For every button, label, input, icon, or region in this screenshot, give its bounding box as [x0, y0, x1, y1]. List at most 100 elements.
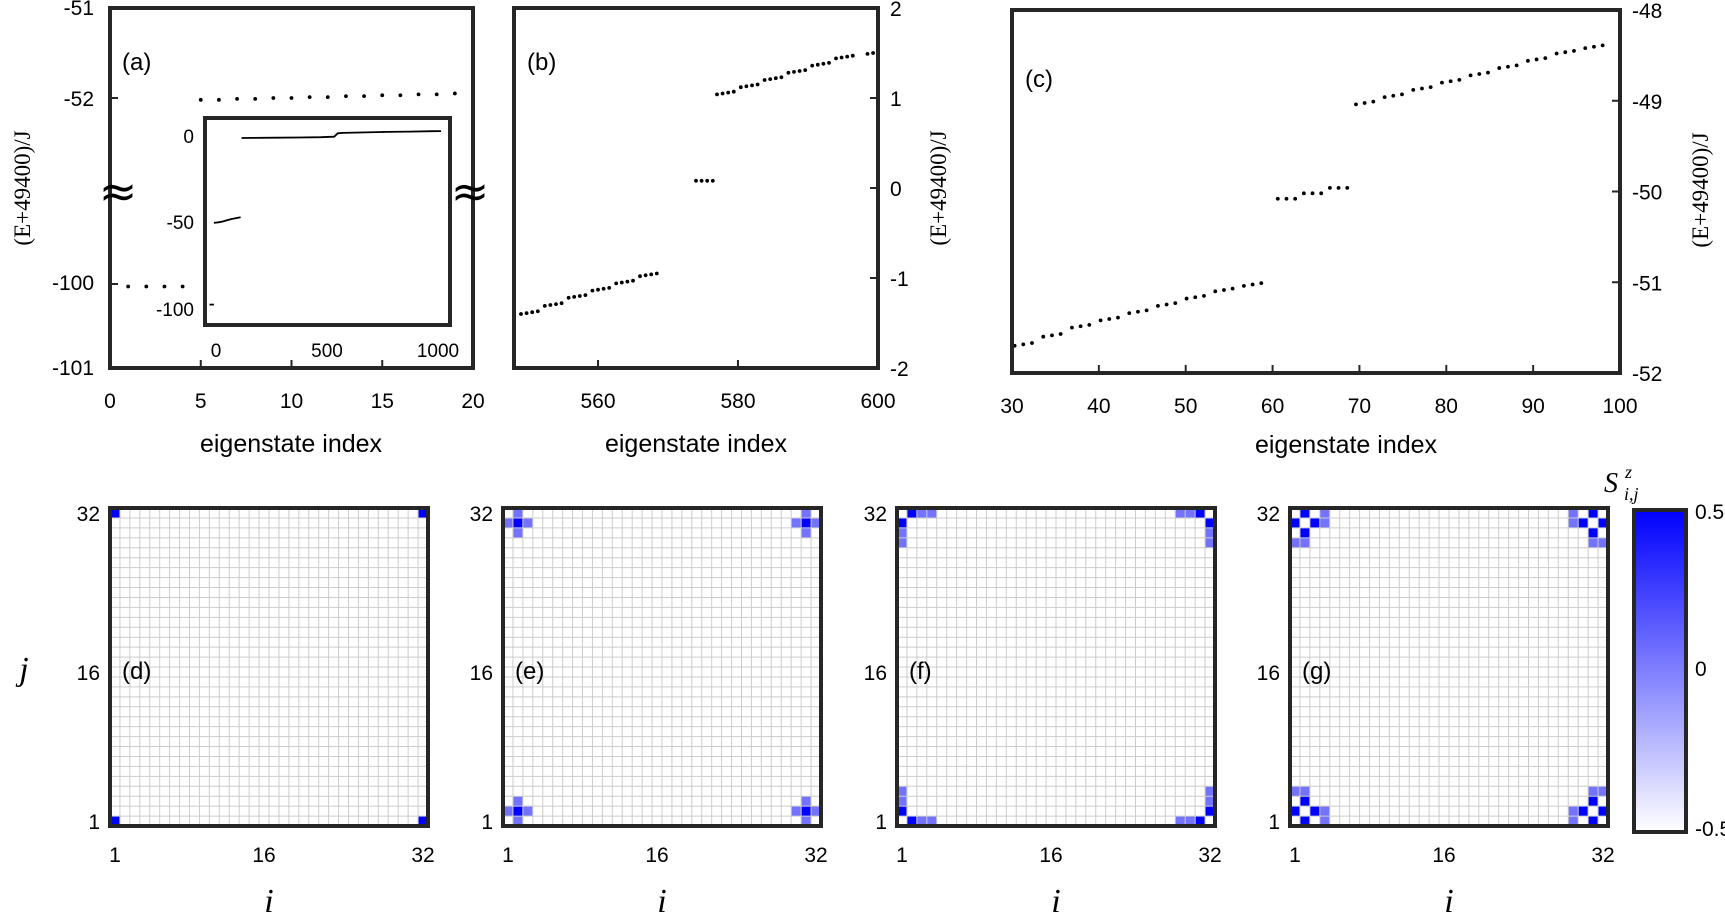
data-point — [1259, 281, 1264, 286]
panel-b-xlabel: eigenstate index — [605, 430, 788, 458]
heatmap-cell — [897, 786, 907, 797]
heatmap-ytick-label: 32 — [864, 503, 887, 526]
heatmap-xtick-label: 1 — [896, 844, 908, 867]
heatmap-grid — [503, 508, 821, 826]
data-point — [1202, 293, 1206, 298]
data-point — [834, 56, 838, 61]
heatmap-cell — [522, 806, 533, 817]
b-ytick-label: -2 — [890, 358, 909, 381]
data-point — [398, 93, 403, 98]
data-point — [1345, 185, 1350, 190]
heatmap-cell — [1578, 517, 1589, 528]
data-point — [1319, 191, 1324, 196]
data-point — [380, 93, 385, 98]
data-point — [1327, 185, 1332, 190]
heatmap-cell — [1175, 508, 1186, 518]
data-point — [1554, 51, 1559, 56]
data-point — [344, 94, 348, 99]
c-ytick-label: -49 — [1632, 91, 1662, 114]
data-point — [1136, 309, 1140, 314]
heatmap-ytick-label: 16 — [77, 662, 100, 685]
heatmap-frame — [108, 506, 430, 828]
data-point — [803, 68, 808, 72]
heatmap-cell — [1299, 816, 1310, 826]
panel-b-ylabel: (E+49400)/J — [926, 130, 951, 245]
heatmap-cell — [906, 508, 917, 518]
heatmap-cell — [503, 806, 513, 817]
b-ytick-label: 0 — [890, 178, 902, 201]
heatmap-ytick-label: 16 — [864, 662, 887, 685]
heatmap-xtick-label: 32 — [1591, 844, 1614, 867]
data-point — [1058, 332, 1063, 336]
a-ytick-lower-0: -100 — [52, 272, 94, 295]
heatmap-ylabel: j — [15, 651, 28, 688]
data-point — [1477, 72, 1482, 76]
data-point — [583, 293, 588, 297]
data-point — [554, 302, 558, 306]
data-point — [180, 284, 185, 289]
data-point — [1184, 296, 1189, 301]
heatmap-panel-label: (e) — [515, 658, 544, 685]
heatmap-cell — [897, 796, 907, 807]
heatmap-cell — [926, 816, 937, 826]
data-point — [649, 272, 654, 277]
inset-xtick-0: 0 — [211, 341, 222, 362]
a-ytick-upper-0: -51 — [64, 0, 94, 20]
heatmap-xlabel: i — [264, 883, 273, 920]
heatmap-cell — [1290, 806, 1300, 817]
heatmap-cell — [906, 816, 917, 826]
data-point — [530, 310, 535, 315]
data-point — [1193, 295, 1198, 300]
heatmap-ytick-label: 16 — [1257, 662, 1280, 685]
data-point — [1336, 185, 1341, 190]
c-ytick-label: -52 — [1632, 363, 1662, 386]
colorbar: 0.5 0 -0.5 S z i,j — [1604, 462, 1725, 841]
heatmap-cell — [1290, 786, 1300, 797]
colorbar-bar — [1632, 508, 1688, 834]
a-xtick-label: 0 — [104, 390, 116, 413]
heatmap-xtick-label: 32 — [1198, 844, 1221, 867]
heatmap-cell — [1205, 537, 1215, 548]
data-point — [821, 61, 826, 66]
heatmap-cell — [110, 816, 120, 826]
heatmap-cell — [418, 508, 428, 518]
b-xtick-label: 580 — [720, 390, 755, 413]
data-point — [253, 97, 258, 101]
inset-ytick-0: 0 — [183, 127, 194, 148]
heatmap-cell — [1598, 537, 1608, 548]
b-xtick-label: 560 — [580, 390, 615, 413]
panel-b: 2 1 0 -1 -2 560 580 600 eigenstate index (E+49… — [512, 0, 951, 458]
c-xtick-label: 90 — [1521, 395, 1544, 418]
heatmap-panel-label: (g) — [1302, 658, 1331, 685]
data-point — [1440, 80, 1444, 85]
data-point — [631, 278, 635, 283]
heatmap-ytick-label: 16 — [470, 662, 493, 685]
c-xtick-label: 60 — [1261, 395, 1284, 418]
data-point — [572, 295, 577, 299]
heatmap-cell — [1185, 816, 1196, 826]
heatmap-cell — [1299, 796, 1310, 807]
panel-b-points — [519, 51, 875, 316]
heatmap-cell — [512, 816, 523, 826]
data-point — [1420, 86, 1424, 91]
data-point — [1468, 73, 1473, 78]
data-point — [198, 97, 203, 102]
panel-b-yticks: 2 1 0 -1 -2 — [870, 0, 909, 381]
panel-c-xticks: 30 40 50 60 70 80 90 100 — [1000, 365, 1638, 418]
heatmap-cell — [1319, 517, 1330, 528]
heatmap-xtick-label: 32 — [411, 844, 434, 867]
heatmap-xtick-label: 16 — [1432, 844, 1455, 867]
c-ytick-label: -51 — [1632, 272, 1662, 295]
data-point — [1087, 323, 1092, 327]
heatmap-cell — [1568, 806, 1579, 817]
data-point — [1275, 196, 1280, 201]
data-point — [1250, 282, 1255, 287]
data-point — [1534, 57, 1539, 62]
inset-ytick-1: -50 — [167, 213, 194, 234]
data-point — [1572, 48, 1576, 53]
data-point — [596, 287, 600, 292]
heatmap-cell — [1598, 786, 1608, 797]
heatmap-cell — [503, 517, 513, 528]
heatmap-cell — [897, 537, 907, 548]
data-point — [638, 274, 642, 279]
